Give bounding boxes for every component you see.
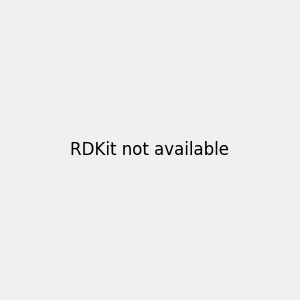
Text: RDKit not available: RDKit not available	[70, 141, 230, 159]
